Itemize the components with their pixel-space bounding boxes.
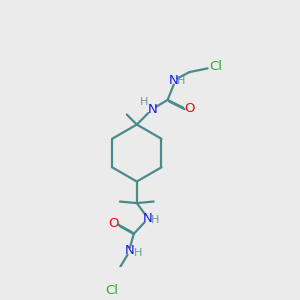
Text: H: H <box>134 248 142 258</box>
Text: Cl: Cl <box>209 60 222 73</box>
Text: N: N <box>169 74 178 87</box>
Text: H: H <box>151 215 160 225</box>
Text: O: O <box>109 217 119 230</box>
Text: H: H <box>177 76 186 86</box>
Text: N: N <box>147 103 157 116</box>
Text: H: H <box>140 97 148 107</box>
Text: O: O <box>184 102 194 115</box>
Text: N: N <box>125 244 135 257</box>
Text: N: N <box>143 212 152 225</box>
Text: Cl: Cl <box>106 284 119 297</box>
